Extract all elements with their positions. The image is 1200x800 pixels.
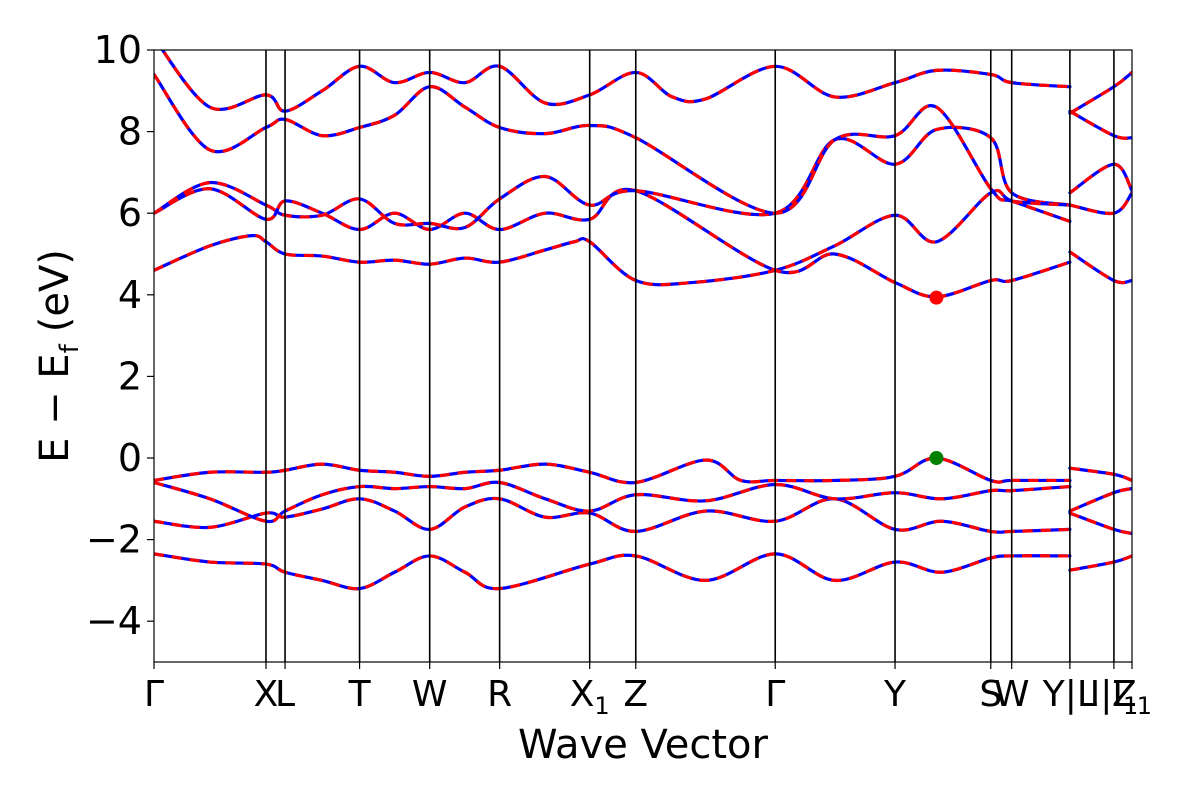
bands-layer: [154, 50, 1132, 591]
y-axis-label-sub: f: [55, 343, 85, 353]
band-overlay-line: [154, 187, 1071, 299]
x-tick-label-main: X: [570, 674, 595, 715]
x-tick-label: Z: [623, 674, 648, 715]
y-tick-label: 10: [94, 28, 142, 72]
y-axis-label-main: E − E: [32, 353, 78, 463]
markers-layer: [929, 290, 944, 465]
x-tick-label-main: Z: [1112, 674, 1137, 715]
x-tick-label-main: Γ: [144, 674, 164, 715]
y-axis-label: E − Ef (eV): [32, 249, 85, 463]
band-overlay-line: [154, 480, 1071, 524]
y-axis-label-unit: (eV): [32, 249, 78, 332]
y-tick-label: −4: [86, 599, 142, 643]
x-tick-label-sub: 1: [1123, 692, 1138, 720]
band-reference-line: [1068, 250, 1132, 285]
band-overlay-line: [154, 552, 1070, 591]
x-tick-label: X: [254, 674, 279, 715]
x-tick-label-main: R: [487, 674, 512, 715]
band-overlay-line: [1069, 487, 1132, 513]
x-tick-label-main: Y: [883, 674, 907, 715]
extremum-marker: [929, 290, 944, 305]
x-tick-label: Γ: [765, 674, 785, 715]
band-reference-line: [154, 125, 1072, 231]
x-tick-label: T: [348, 674, 372, 715]
x-tick-label-main: I|I: [1090, 674, 1123, 715]
x-tick-label-main: Z: [623, 674, 648, 715]
band-reference-line: [1068, 109, 1132, 140]
x-axis-label: Wave Vector: [518, 722, 769, 768]
band-overlay-line: [1069, 191, 1132, 216]
band-overlay-line: [1069, 511, 1132, 536]
x-tick-label-main: W: [994, 674, 1030, 715]
x-tick-label-sub: 1: [594, 692, 609, 720]
band-overlay-line: [154, 125, 1071, 231]
band-overlay-line: [154, 496, 1070, 534]
x-tick-label: Γ: [144, 674, 164, 715]
x-tick-label: L: [275, 674, 295, 715]
y-tick-label: 2: [118, 354, 142, 398]
x-tick-label-main: X: [254, 674, 279, 715]
y-tick-label: −2: [86, 518, 142, 562]
x-tick-label: W: [994, 674, 1030, 715]
band-overlay-line: [1069, 466, 1132, 482]
x-tick-label: S: [979, 674, 1002, 715]
x-tick-label: W: [412, 674, 448, 715]
x-tick-label-main: T: [348, 674, 372, 715]
y-tick-label: 8: [118, 110, 142, 154]
band-reference-line: [160, 50, 1072, 113]
x-tick-label-main: L: [275, 674, 295, 715]
y-axis-ticks: −4 −2 0 2 4 6 8 10: [86, 28, 154, 643]
x-tick-label: I|I1: [1090, 674, 1139, 720]
x-tick-label-main: Γ: [765, 674, 785, 715]
x-tick-label: Y: [883, 674, 907, 715]
x-tick-label-main: S: [979, 674, 1002, 715]
x-tick-label: Y|L: [1042, 674, 1097, 715]
band-overlay-line: [160, 50, 1071, 113]
band-overlay-line: [154, 188, 1071, 287]
band-overlay-line: [154, 456, 1070, 485]
extremum-marker: [929, 451, 944, 465]
band-overlay-line: [154, 73, 1071, 215]
y-tick-label: 4: [118, 273, 142, 317]
band-reference-line: [154, 188, 1072, 287]
x-tick-label-sub: 1: [1137, 692, 1152, 720]
plot-frame: [153, 49, 1133, 663]
x-tick-label: Z1: [1112, 674, 1152, 720]
band-reference-line: [154, 72, 1072, 215]
x-tick-label: X1: [570, 674, 610, 720]
kpoint-lines: [265, 50, 1115, 662]
band-reference-line: [154, 552, 1072, 591]
y-tick-label: 0: [118, 436, 142, 480]
band-overlay-line: [1068, 162, 1132, 195]
y-tick-label: 6: [118, 191, 142, 235]
x-tick-label-main: Y|L: [1042, 674, 1097, 715]
band-reference-line: [1068, 191, 1132, 216]
x-tick-label-main: W: [412, 674, 448, 715]
x-tick-label: R: [487, 674, 512, 715]
